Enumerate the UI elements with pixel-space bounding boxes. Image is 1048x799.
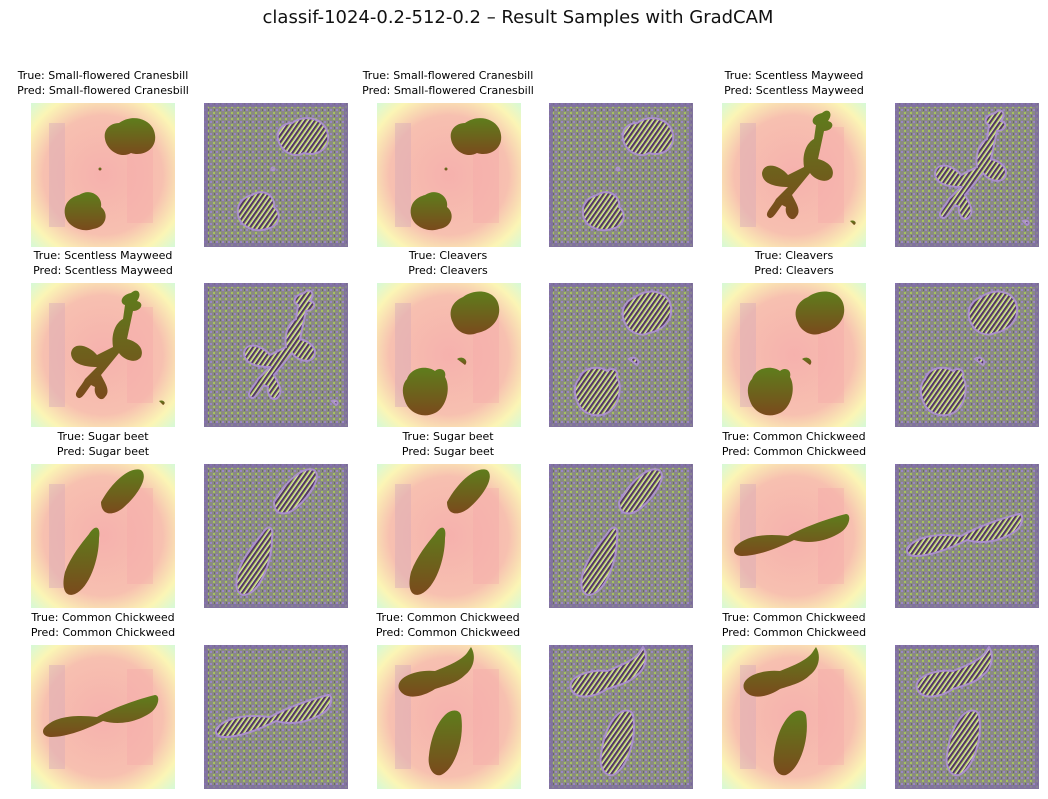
gradcam-overlay-image bbox=[722, 283, 866, 427]
guided-gradcam-image bbox=[895, 283, 1039, 427]
gradcam-overlay-image bbox=[31, 283, 175, 427]
pred-label: Pred: Common Chickweed bbox=[375, 626, 521, 639]
sample-caption: True: Common Chickweed Pred: Common Chick… bbox=[684, 429, 904, 459]
pred-label: Pred: Common Chickweed bbox=[721, 445, 867, 458]
true-label: True: Small-flowered Cranesbill bbox=[17, 69, 189, 82]
pred-label: Pred: Cleavers bbox=[408, 264, 488, 277]
sample-caption: True: Sugar beet Pred: Sugar beet bbox=[338, 429, 558, 459]
figure-title: classif-1024-0.2-512-0.2 – Result Sample… bbox=[262, 7, 774, 28]
true-label: True: Sugar beet bbox=[57, 430, 149, 443]
sample-caption: True: Common Chickweed Pred: Common Chick… bbox=[338, 610, 558, 640]
true-label: True: Small-flowered Cranesbill bbox=[362, 69, 534, 82]
guided-gradcam-image bbox=[204, 283, 348, 427]
gradcam-overlay-image bbox=[377, 103, 521, 247]
guided-gradcam-image bbox=[895, 645, 1039, 789]
pred-label: Pred: Small-flowered Cranesbill bbox=[17, 84, 189, 97]
true-label: True: Common Chickweed bbox=[722, 430, 866, 443]
pred-label: Pred: Scentless Mayweed bbox=[724, 84, 864, 97]
gradcam-overlay-image bbox=[31, 103, 175, 247]
guided-gradcam-image bbox=[204, 103, 348, 247]
guided-gradcam-image bbox=[549, 103, 693, 247]
pred-label: Pred: Common Chickweed bbox=[721, 626, 867, 639]
true-label: True: Scentless Mayweed bbox=[33, 249, 173, 262]
guided-gradcam-image bbox=[204, 645, 348, 789]
sample-caption: True: Common Chickweed Pred: Common Chick… bbox=[0, 610, 213, 640]
guided-gradcam-image bbox=[895, 103, 1039, 247]
gradcam-overlay-image bbox=[722, 103, 866, 247]
pred-label: Pred: Small-flowered Cranesbill bbox=[362, 84, 534, 97]
guided-gradcam-image bbox=[204, 464, 348, 608]
true-label: True: Cleavers bbox=[408, 249, 488, 262]
gradcam-overlay-image bbox=[377, 283, 521, 427]
sample-caption: True: Small-flowered Cranesbill Pred: Sma… bbox=[0, 68, 213, 98]
sample-caption: True: Cleavers Pred: Cleavers bbox=[338, 248, 558, 278]
sample-caption: True: Small-flowered Cranesbill Pred: Sma… bbox=[338, 68, 558, 98]
gradcam-overlay-image bbox=[31, 464, 175, 608]
true-label: True: Common Chickweed bbox=[31, 611, 175, 624]
pred-label: Pred: Scentless Mayweed bbox=[33, 264, 173, 277]
true-label: True: Sugar beet bbox=[402, 430, 494, 443]
gradcam-overlay-image bbox=[722, 645, 866, 789]
pred-label: Pred: Sugar beet bbox=[56, 445, 150, 458]
true-label: True: Cleavers bbox=[754, 249, 834, 262]
gradcam-overlay-image bbox=[31, 645, 175, 789]
pred-label: Pred: Cleavers bbox=[754, 264, 834, 277]
gradcam-overlay-image bbox=[377, 645, 521, 789]
pred-label: Pred: Sugar beet bbox=[401, 445, 495, 458]
guided-gradcam-image bbox=[549, 464, 693, 608]
guided-gradcam-image bbox=[549, 283, 693, 427]
pred-label: Pred: Common Chickweed bbox=[30, 626, 176, 639]
sample-caption: True: Common Chickweed Pred: Common Chick… bbox=[684, 610, 904, 640]
guided-gradcam-image bbox=[549, 645, 693, 789]
sample-caption: True: Scentless Mayweed Pred: Scentless M… bbox=[684, 68, 904, 98]
sample-caption: True: Cleavers Pred: Cleavers bbox=[684, 248, 904, 278]
sample-caption: True: Scentless Mayweed Pred: Scentless M… bbox=[0, 248, 213, 278]
sample-caption: True: Sugar beet Pred: Sugar beet bbox=[0, 429, 213, 459]
guided-gradcam-image bbox=[895, 464, 1039, 608]
gradcam-overlay-image bbox=[377, 464, 521, 608]
true-label: True: Scentless Mayweed bbox=[724, 69, 864, 82]
true-label: True: Common Chickweed bbox=[722, 611, 866, 624]
gradcam-overlay-image bbox=[722, 464, 866, 608]
true-label: True: Common Chickweed bbox=[376, 611, 520, 624]
